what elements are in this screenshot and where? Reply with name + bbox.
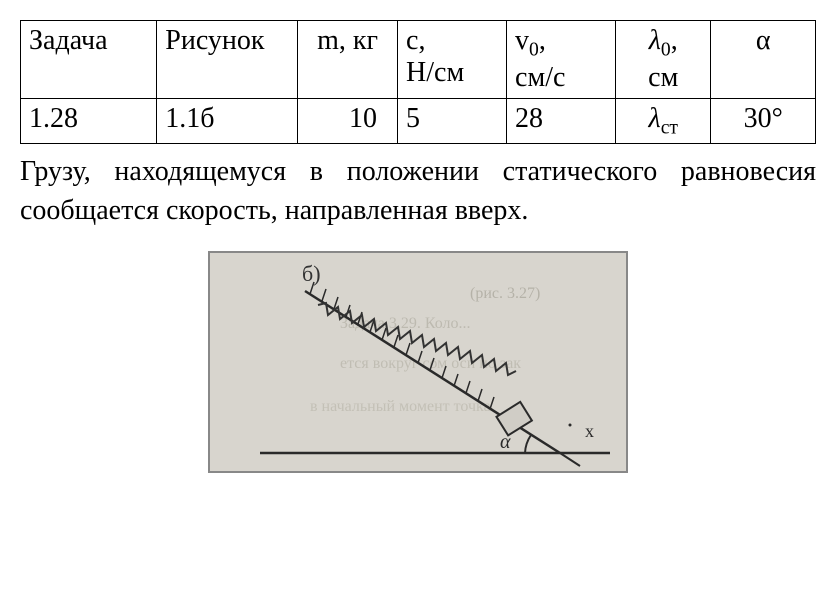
value-lambda: λст: [616, 98, 711, 144]
header-alpha: α: [711, 21, 816, 99]
velocity-subscript: 0: [529, 40, 539, 61]
header-lambda: λ0, см: [616, 21, 711, 99]
value-mass: 10: [298, 98, 398, 144]
lambda-symbol: λ: [649, 25, 661, 56]
stiffness-line1: c,: [406, 25, 425, 56]
lambda-value-subscript: ст: [661, 117, 678, 138]
velocity-line2: см/с: [515, 62, 565, 93]
problem-description: Грузу, находящемуся в положении статичес…: [20, 152, 816, 230]
diagram-svg: (рис. 3.27) Задача 3.29. Коло... ется во…: [210, 253, 628, 473]
alpha-label: α: [500, 431, 511, 453]
data-table: Задача Рисунок m, кг c, Н/см v0, см/с λ0…: [20, 20, 816, 144]
scan-artifact-4: в начальный момент точка: [310, 398, 491, 415]
table-header-row: Задача Рисунок m, кг c, Н/см v0, см/с λ0…: [21, 21, 816, 99]
lambda-suffix: ,: [671, 25, 678, 56]
value-velocity: 28: [507, 98, 616, 144]
lambda-line2: см: [648, 62, 678, 93]
figure-container: б) (рис. 3.27) Задача 3.29. Коло... ется…: [20, 251, 816, 473]
lambda-subscript: 0: [661, 40, 671, 61]
x-axis-line: [560, 453, 580, 466]
stiffness-line2: Н/см: [406, 57, 464, 88]
header-mass: m, кг: [298, 21, 398, 99]
lambda-value-symbol: λ: [649, 103, 661, 134]
velocity-symbol: v: [515, 25, 529, 56]
value-problem: 1.28: [21, 98, 157, 144]
physics-diagram: б) (рис. 3.27) Задача 3.29. Коло... ется…: [208, 251, 628, 473]
incline-hatching: [310, 282, 494, 409]
header-stiffness: c, Н/см: [398, 21, 507, 99]
velocity-suffix: ,: [539, 25, 546, 56]
value-figure: 1.1б: [157, 98, 298, 144]
angle-arc: [525, 435, 531, 453]
value-stiffness: 5: [398, 98, 507, 144]
x-dot: [569, 423, 572, 426]
parameters-table: Задача Рисунок m, кг c, Н/см v0, см/с λ0…: [20, 20, 816, 144]
header-figure: Рисунок: [157, 21, 298, 99]
scan-artifact-1: (рис. 3.27): [470, 285, 540, 302]
table-value-row: 1.28 1.1б 10 5 28 λст 30°: [21, 98, 816, 144]
header-problem: Задача: [21, 21, 157, 99]
figure-label: б): [302, 261, 321, 287]
header-velocity: v0, см/с: [507, 21, 616, 99]
value-alpha: 30°: [711, 98, 816, 144]
x-axis-label: x: [585, 421, 594, 441]
